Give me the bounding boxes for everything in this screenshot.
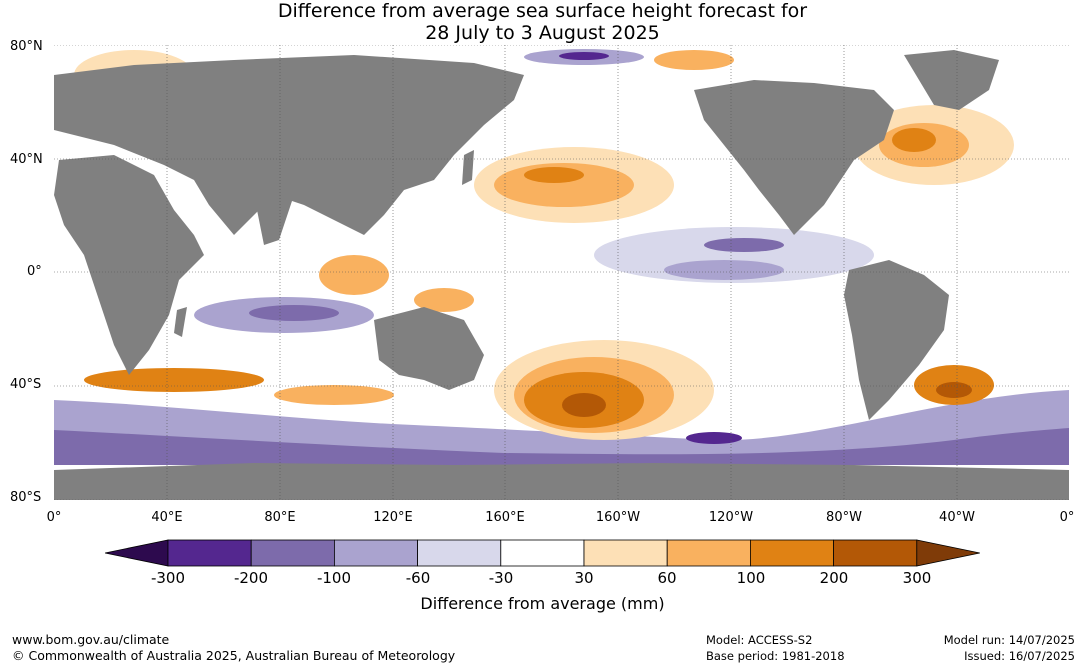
colorbar-tick-label: 200 xyxy=(819,569,849,587)
graticule xyxy=(54,45,1069,500)
colorbar-segment xyxy=(250,539,335,567)
footer-base-period: Base period: 1981-2018 xyxy=(706,649,845,663)
lon-label-160w: 160°W xyxy=(595,510,641,525)
landmass-madagascar xyxy=(174,307,187,337)
footer-url: www.bom.gov.au/climate xyxy=(12,632,170,647)
colorbar-tick-label: 30 xyxy=(574,569,594,587)
lon-label-160e: 160°E xyxy=(485,510,525,525)
anomaly-patch xyxy=(274,385,394,405)
footer-model-run: Model run: 14/07/2025 xyxy=(943,633,1075,647)
colorbar-extend-low xyxy=(105,539,169,567)
colorbar-tick-label: -60 xyxy=(405,569,431,587)
colorbar-segment xyxy=(500,539,585,567)
lon-label-0-left: 0° xyxy=(46,510,62,525)
colorbar-segment xyxy=(833,539,918,567)
colorbar-tick-label: -30 xyxy=(488,569,514,587)
landmass-eurasia xyxy=(54,55,524,235)
landmass-north-america xyxy=(694,80,894,235)
colorbar-extend-high xyxy=(916,539,980,567)
footer-model: Model: ACCESS-S2 xyxy=(706,633,813,647)
anomaly-patch xyxy=(654,50,734,70)
colorbar-tick-label: -300 xyxy=(150,569,186,587)
land-masses xyxy=(54,50,1069,500)
lon-label-0-right: 0° xyxy=(1059,510,1075,525)
colorbar-tick-label: -100 xyxy=(316,569,352,587)
lat-label-80s: 80°S xyxy=(10,490,42,505)
anomaly-patch xyxy=(892,128,936,152)
landmass-india xyxy=(254,195,294,245)
colorbar-segment xyxy=(167,539,252,567)
colorbar-segment xyxy=(666,539,751,567)
lon-label-80e: 80°E xyxy=(264,510,296,525)
lat-label-40s: 40°S xyxy=(10,377,42,392)
colorbar-title: Difference from average (mm) xyxy=(420,594,665,613)
chart-title-line-1: Difference from average sea surface heig… xyxy=(277,0,808,22)
landmass-antarctica xyxy=(54,463,1069,500)
lon-label-40w: 40°W xyxy=(939,510,975,525)
anomaly-patch xyxy=(319,255,389,295)
footer-issued: Issued: 16/07/2025 xyxy=(964,649,1075,663)
chart-title-line-2: 28 July to 3 August 2025 xyxy=(425,22,660,44)
lat-label-80n: 80°N xyxy=(10,39,43,54)
landmass-africa xyxy=(54,155,204,375)
colorbar-segment xyxy=(750,539,835,567)
world-map xyxy=(54,45,1069,500)
anomaly-patch xyxy=(686,432,742,444)
landmass-australia xyxy=(374,307,484,390)
colorbar-segment xyxy=(417,539,502,567)
anomaly-patch xyxy=(704,238,784,252)
anomaly-patch xyxy=(936,382,972,398)
colorbar-segment xyxy=(583,539,668,567)
anomaly-patch xyxy=(562,393,606,417)
lon-label-40e: 40°E xyxy=(151,510,183,525)
anomaly-patch xyxy=(249,305,339,321)
lon-label-120w: 120°W xyxy=(708,510,754,525)
anomaly-patch xyxy=(559,52,609,60)
anomaly-patch xyxy=(524,167,584,183)
lon-label-120e: 120°E xyxy=(373,510,413,525)
lat-label-equator: 0° xyxy=(27,264,42,279)
anomaly-field xyxy=(54,49,1069,465)
lon-label-80w: 80°W xyxy=(826,510,862,525)
footer-copyright: © Commonwealth of Australia 2025, Austra… xyxy=(12,648,456,663)
lat-label-40n: 40°N xyxy=(10,152,43,167)
colorbar-tick-label: -200 xyxy=(233,569,269,587)
anomaly-patch xyxy=(414,288,474,312)
anomaly-patch xyxy=(594,227,874,283)
colorbar-tick-label: 60 xyxy=(657,569,677,587)
colorbar-tick-label: 100 xyxy=(736,569,766,587)
colorbar-segment xyxy=(333,539,418,567)
anomaly-patch xyxy=(84,368,264,392)
anomaly-patch xyxy=(664,260,784,280)
anomaly-patch xyxy=(54,428,1069,465)
colorbar-tick-label: 300 xyxy=(902,569,932,587)
colorbar xyxy=(105,539,980,567)
landmass-south-america xyxy=(844,260,949,420)
landmass-greenland xyxy=(904,50,999,110)
